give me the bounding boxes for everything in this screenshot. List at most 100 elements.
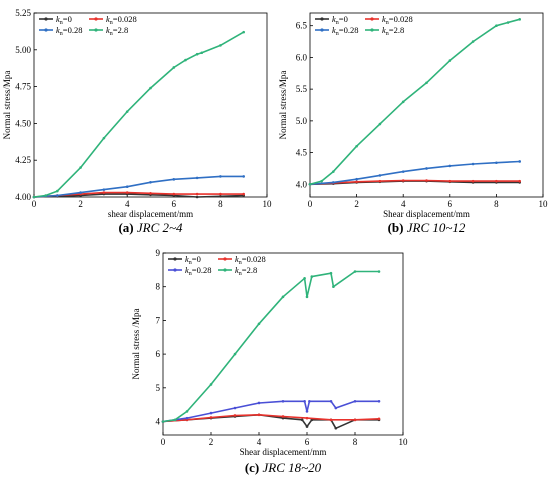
series-point-2: [495, 161, 498, 165]
series-point-2: [305, 410, 309, 413]
series-point-2: [219, 175, 222, 178]
x-tick-label: 4: [125, 199, 130, 209]
series-point-0: [334, 426, 338, 430]
legend-label: kn=0.028: [106, 14, 137, 26]
x-tick-label: 8: [353, 437, 358, 447]
series-point-3: [125, 110, 129, 113]
series-point-2: [355, 177, 358, 181]
series-point-0: [219, 194, 222, 198]
series-point-3: [310, 275, 314, 278]
series-point-1: [242, 192, 245, 196]
series-point-3: [303, 276, 306, 280]
panel-caption: (a) JRC 2~4: [118, 220, 183, 235]
legend-label-value: =0.28: [192, 265, 212, 275]
y-tick-label: 5.0: [296, 116, 308, 126]
series-point-2: [257, 401, 261, 405]
series-point-3: [332, 170, 335, 173]
legend-label-k: k: [106, 14, 110, 24]
y-tick-label: 4.75: [15, 82, 31, 92]
legend-marker: [370, 17, 374, 21]
series-point-2: [303, 399, 306, 403]
x-axis-label: Shear displacement/mm: [240, 447, 327, 457]
legend-label-k: k: [106, 25, 110, 35]
legend-label-sub: n: [189, 271, 192, 277]
series-line-3: [309, 18, 520, 186]
series-point-1: [125, 191, 129, 194]
series-point-1: [518, 179, 521, 183]
series-point-3: [355, 144, 358, 148]
series-point-0: [195, 195, 199, 199]
legend-label-k: k: [332, 25, 336, 35]
y-tick-label: 5.00: [15, 45, 31, 55]
x-tick-label: 0: [308, 199, 313, 209]
legend-label-value: =0.28: [63, 25, 83, 35]
series-point-2: [185, 416, 189, 420]
series-point-1: [233, 414, 237, 417]
series-point-3: [102, 136, 106, 140]
series-point-3: [44, 194, 47, 197]
legend-label-sub: n: [336, 20, 339, 26]
x-tick-label: 10: [263, 199, 273, 209]
x-tick-label: 6: [172, 199, 177, 209]
legend-label: kn=0: [332, 14, 348, 26]
series-point-3: [185, 410, 189, 413]
y-tick-label: 4.0: [296, 179, 308, 189]
series-point-1: [172, 192, 176, 196]
legend-label-k: k: [56, 25, 60, 35]
legend-marker: [94, 28, 98, 32]
legend-label-sub: n: [110, 31, 113, 37]
series-point-2: [233, 406, 237, 410]
series-line-3: [33, 31, 245, 198]
series-point-0: [305, 425, 309, 428]
legend-label: kn=2.8: [106, 25, 128, 37]
legend-marker: [223, 268, 227, 272]
y-tick-label: 4: [156, 417, 161, 427]
series-point-2: [308, 399, 311, 403]
series-point-3: [172, 66, 176, 69]
legend-label-sub: n: [386, 20, 389, 26]
series-point-3: [195, 52, 199, 56]
legend-label-value: =0.28: [339, 25, 359, 35]
series-point-3: [378, 122, 382, 126]
series-point-3: [149, 86, 152, 90]
legend-label-sub: n: [336, 31, 339, 37]
series-point-3: [308, 183, 312, 186]
y-axis-label: Normal stress/Mpa: [278, 71, 288, 140]
series-point-2: [401, 170, 405, 173]
series-point-3: [448, 59, 452, 62]
series-point-1: [448, 179, 452, 183]
series-point-3: [425, 81, 428, 85]
legend-label: kn=0: [56, 14, 72, 26]
series-point-3: [79, 166, 82, 169]
series-point-1: [209, 416, 213, 419]
legend-label-sub: n: [60, 31, 63, 37]
series-point-1: [377, 417, 381, 421]
y-axis-label: Normal stress/Mpa: [2, 71, 12, 140]
series-point-3: [233, 352, 237, 356]
series-point-1: [281, 415, 285, 418]
legend-label-k: k: [382, 25, 386, 35]
series-point-1: [353, 418, 357, 422]
legend-label-k: k: [235, 254, 239, 264]
series-point-3: [518, 18, 521, 21]
legend-label-value: =2.8: [389, 25, 404, 35]
panel-caption: (b) JRC 10~12: [388, 220, 466, 235]
series-point-2: [334, 406, 338, 410]
y-tick-label: 5: [156, 383, 161, 393]
series-point-1: [401, 179, 405, 182]
x-tick-label: 2: [78, 199, 83, 209]
series-point-2: [353, 399, 357, 403]
series-point-2: [377, 399, 381, 403]
series-point-3: [329, 271, 333, 275]
legend-marker: [320, 17, 324, 21]
series-point-3: [320, 179, 323, 183]
legend-marker: [173, 268, 177, 272]
series-point-2: [209, 411, 213, 415]
series-point-3: [353, 270, 357, 273]
legend-label: kn=0.28: [56, 25, 82, 37]
series-point-2: [242, 175, 245, 178]
legend-label-value: =2.8: [113, 25, 128, 35]
series-point-2: [471, 162, 475, 166]
legend-label-k: k: [332, 14, 336, 24]
series-point-3: [495, 24, 498, 27]
